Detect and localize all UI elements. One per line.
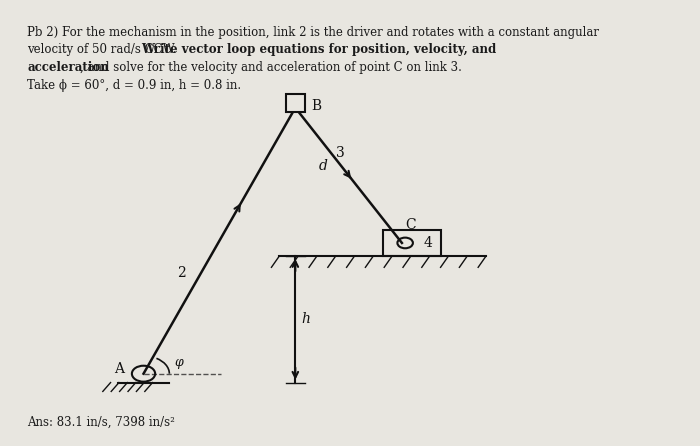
Bar [382,230,441,256]
Bar [286,95,305,112]
Text: d: d [318,160,327,173]
Text: C: C [405,218,416,232]
Text: 2: 2 [177,266,186,280]
Text: A: A [114,362,124,376]
Text: Pb 2) For the mechanism in the position, link 2 is the driver and rotates with a: Pb 2) For the mechanism in the position,… [27,26,599,39]
Text: Take ϕ = 60°, d = 0.9 in, h = 0.8 in.: Take ϕ = 60°, d = 0.9 in, h = 0.8 in. [27,79,242,92]
Text: Ans: 83.1 in/s, 7398 in/s²: Ans: 83.1 in/s, 7398 in/s² [27,416,175,429]
Text: B: B [312,99,321,112]
Text: 4: 4 [424,236,432,250]
Text: velocity of 50 rad/s CCW.: velocity of 50 rad/s CCW. [27,44,181,57]
Text: , and solve for the velocity and acceleration of point C on link 3.: , and solve for the velocity and acceler… [80,61,462,74]
Text: 3: 3 [336,146,344,160]
Text: Write vector loop equations for position, velocity, and: Write vector loop equations for position… [141,44,497,57]
Text: h: h [302,312,311,326]
Text: φ: φ [175,356,183,369]
Text: acceleration: acceleration [27,61,109,74]
